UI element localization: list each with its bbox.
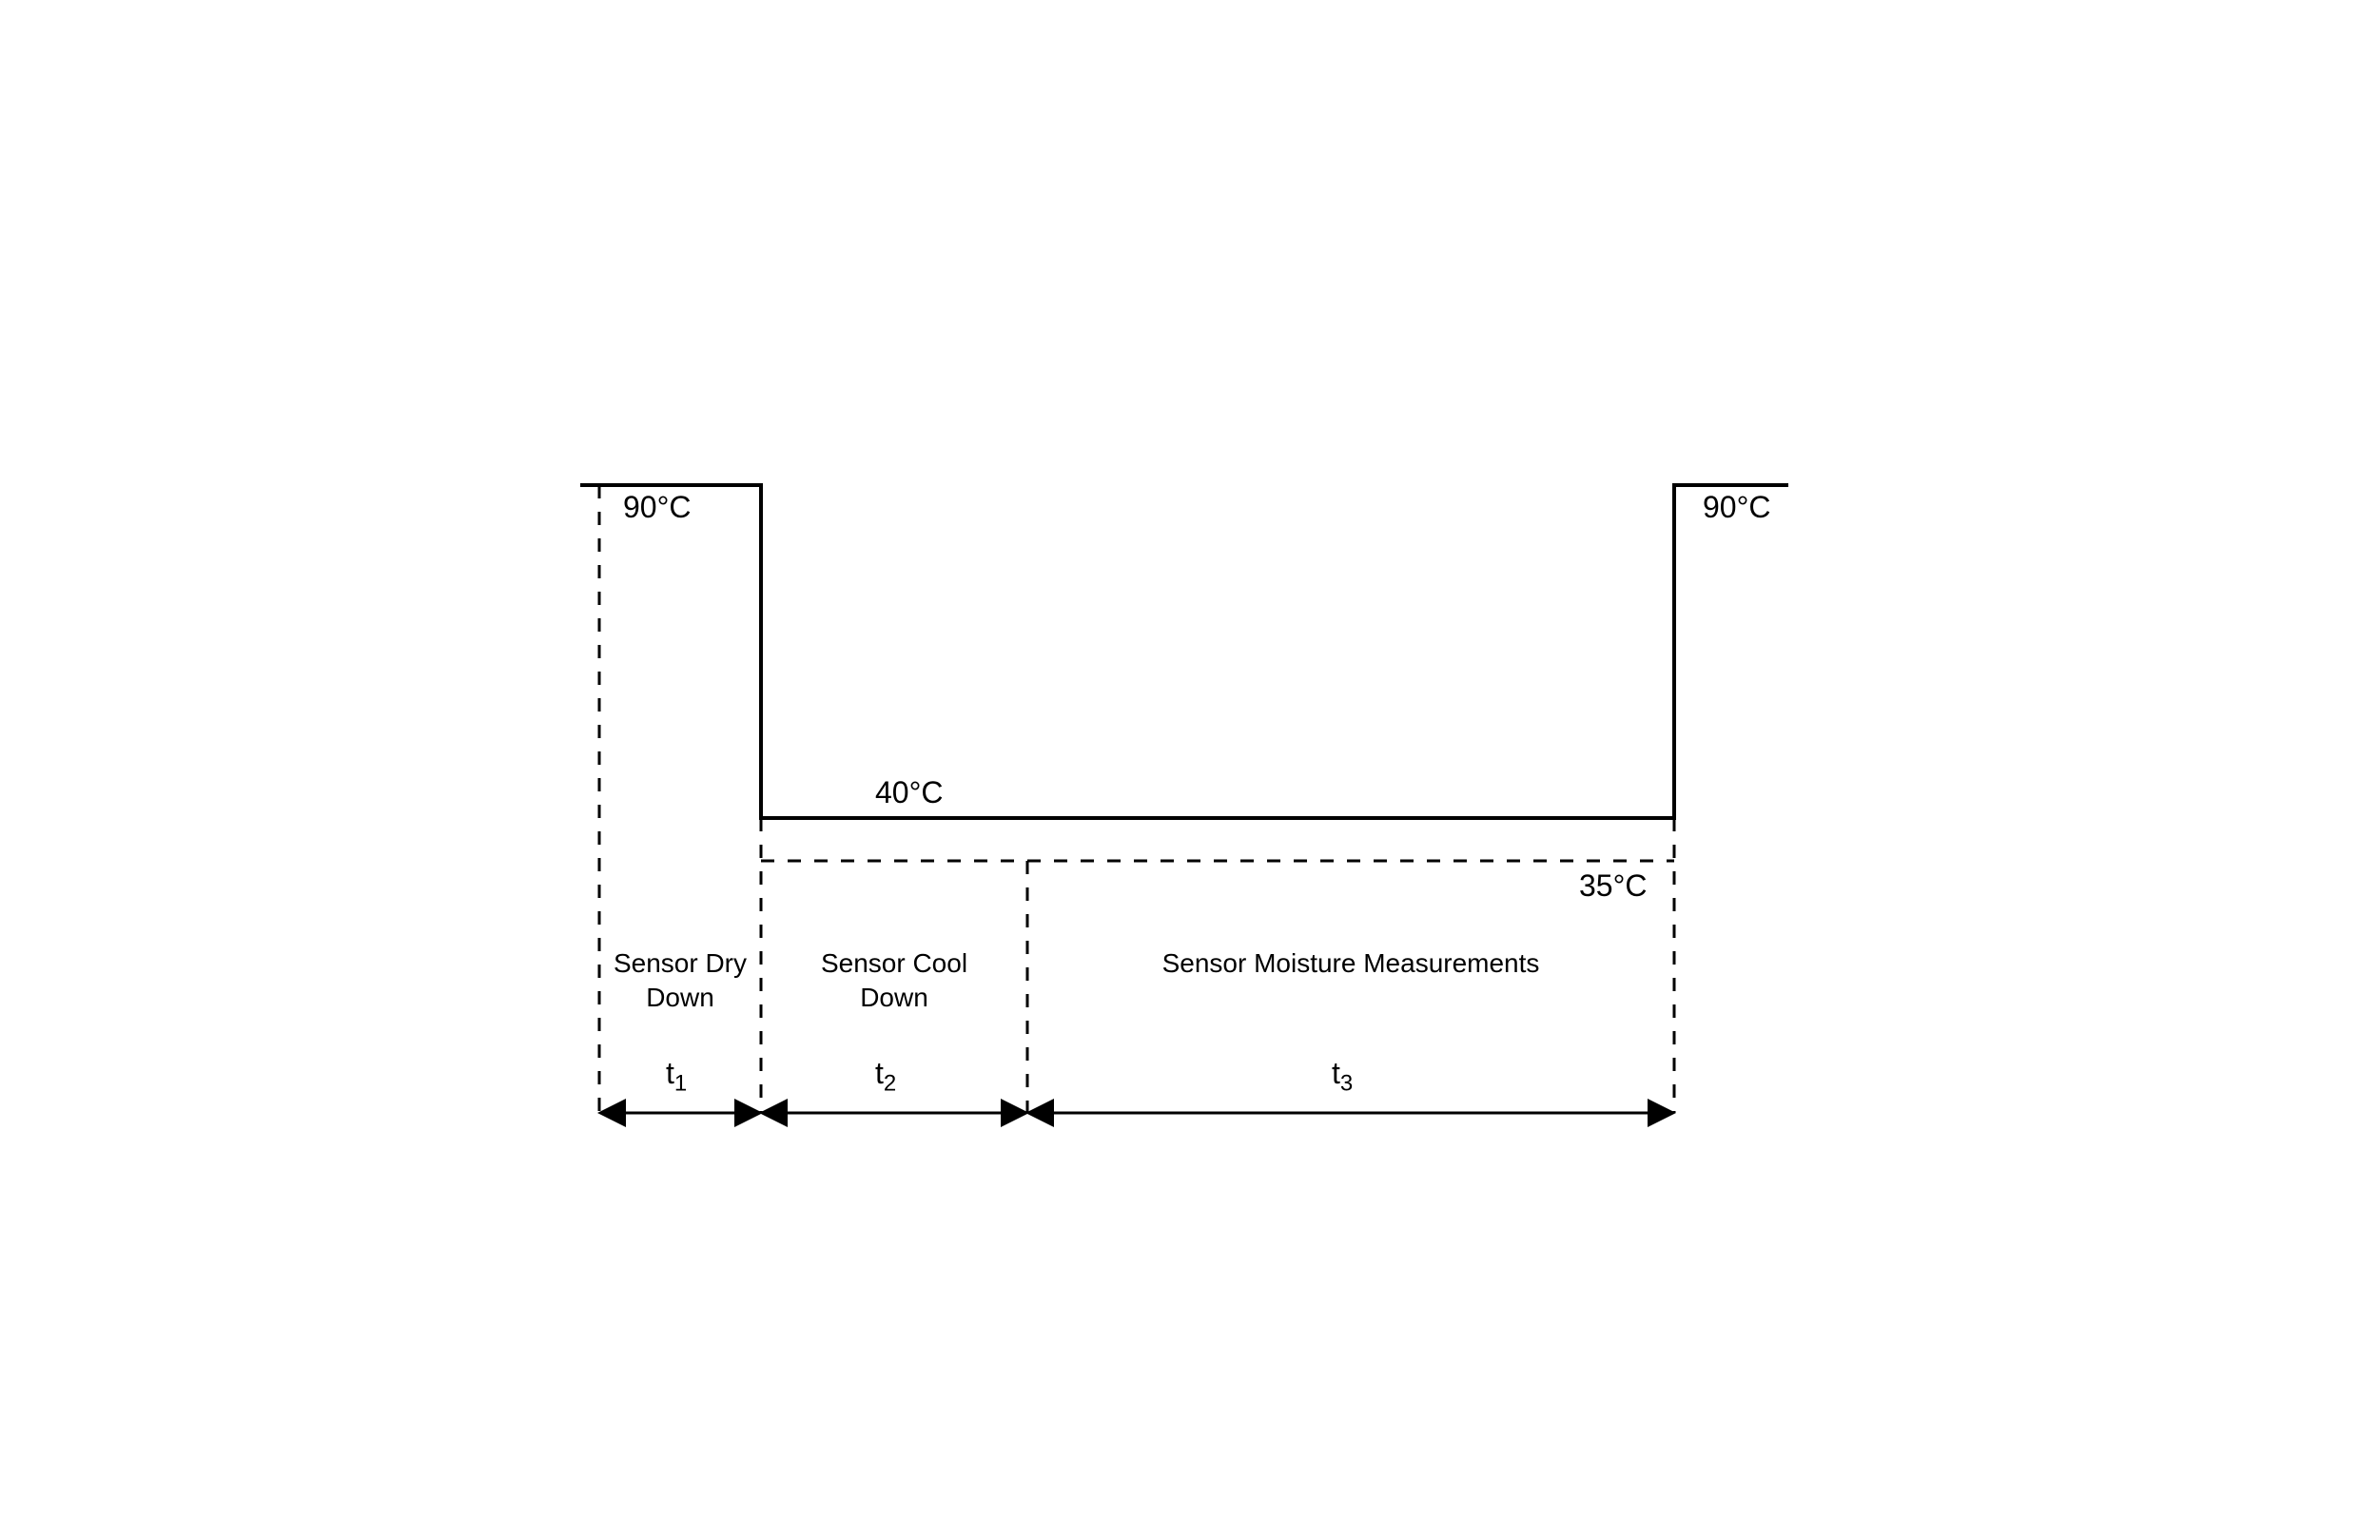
setpoint-line: [580, 485, 1788, 818]
t3-sub: 3: [1340, 1070, 1353, 1096]
timing-diagram: 90°C 90°C 40°C 35°C Sensor DryDown Senso…: [571, 466, 1855, 1132]
phase-label-t3: Sensor Moisture Measurements: [1065, 946, 1636, 981]
phase-label-t1-text: Sensor DryDown: [614, 948, 747, 1012]
time-label-t2: t2: [875, 1056, 896, 1097]
t3-base: t: [1332, 1056, 1340, 1090]
temp-label-40: 40°C: [875, 775, 944, 810]
temp-label-90-right: 90°C: [1703, 490, 1771, 525]
time-label-t3: t3: [1332, 1056, 1353, 1097]
phase-label-t2: Sensor CoolDown: [775, 946, 1013, 1016]
time-label-t1: t1: [666, 1056, 687, 1097]
phase-label-t2-text: Sensor CoolDown: [821, 948, 967, 1012]
phase-label-t3-text: Sensor Moisture Measurements: [1162, 948, 1540, 978]
t1-base: t: [666, 1056, 674, 1090]
diagram-svg: [571, 466, 1855, 1132]
t2-sub: 2: [884, 1070, 896, 1096]
temp-label-35: 35°C: [1579, 868, 1648, 904]
temp-label-90-left: 90°C: [623, 490, 692, 525]
t2-base: t: [875, 1056, 884, 1090]
phase-label-t1: Sensor DryDown: [609, 946, 751, 1016]
t1-sub: 1: [674, 1070, 687, 1096]
